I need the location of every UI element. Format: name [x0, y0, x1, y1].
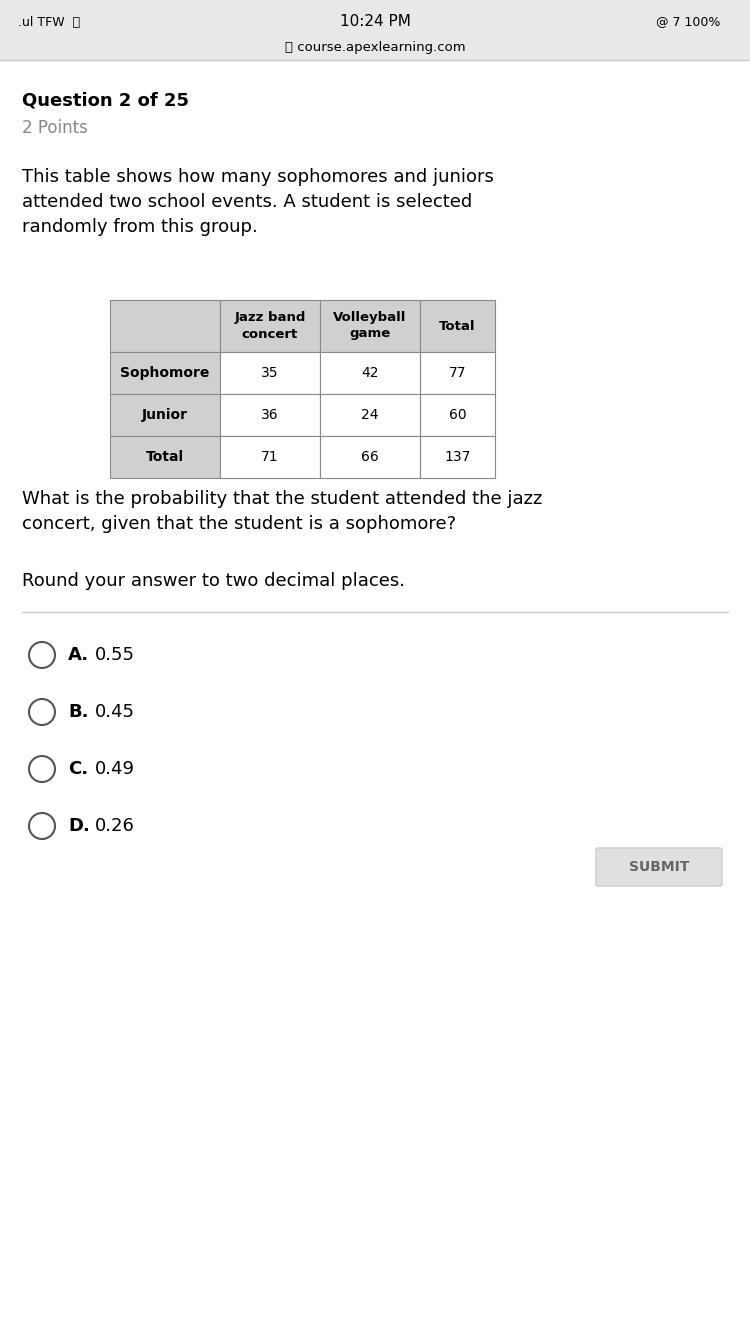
- Text: Junior: Junior: [142, 408, 188, 422]
- Bar: [320, 436, 420, 478]
- Bar: [110, 394, 220, 436]
- Bar: [320, 300, 420, 352]
- Text: 24: 24: [362, 408, 379, 422]
- Text: 0.45: 0.45: [95, 703, 135, 720]
- Text: 77: 77: [448, 366, 466, 380]
- Bar: [220, 352, 320, 394]
- Text: What is the probability that the student attended the jazz
concert, given that t: What is the probability that the student…: [22, 490, 542, 534]
- Text: Round your answer to two decimal places.: Round your answer to two decimal places.: [22, 572, 405, 590]
- FancyBboxPatch shape: [596, 848, 722, 886]
- Text: 36: 36: [261, 408, 279, 422]
- Text: Jazz band
concert: Jazz band concert: [234, 312, 306, 340]
- Text: Total: Total: [440, 320, 476, 332]
- Bar: [110, 352, 220, 394]
- Text: 🔒 course.apexlearning.com: 🔒 course.apexlearning.com: [285, 41, 465, 55]
- Text: Total: Total: [146, 450, 184, 464]
- Text: 60: 60: [448, 408, 466, 422]
- Bar: [110, 300, 220, 352]
- Bar: [0, 0, 750, 60]
- Text: 2 Points: 2 Points: [22, 119, 88, 137]
- Text: 42: 42: [362, 366, 379, 380]
- Text: 0.26: 0.26: [95, 816, 135, 835]
- Bar: [420, 436, 495, 478]
- Text: This table shows how many sophomores and juniors
attended two school events. A s: This table shows how many sophomores and…: [22, 168, 494, 236]
- Bar: [420, 300, 495, 352]
- Bar: [320, 394, 420, 436]
- Text: 35: 35: [261, 366, 279, 380]
- Bar: [220, 394, 320, 436]
- Text: A.: A.: [68, 646, 89, 664]
- Bar: [420, 352, 495, 394]
- Bar: [420, 394, 495, 436]
- Text: 0.55: 0.55: [95, 646, 135, 664]
- Text: 71: 71: [261, 450, 279, 464]
- Text: @ 7 100%: @ 7 100%: [656, 16, 720, 28]
- Text: C.: C.: [68, 760, 88, 778]
- Bar: [220, 300, 320, 352]
- Bar: [110, 436, 220, 478]
- Text: 66: 66: [362, 450, 379, 464]
- Text: 0.49: 0.49: [95, 760, 135, 778]
- Bar: [220, 436, 320, 478]
- Text: D.: D.: [68, 816, 90, 835]
- Text: B.: B.: [68, 703, 88, 720]
- Text: 10:24 PM: 10:24 PM: [340, 15, 410, 29]
- Text: Volleyball
game: Volleyball game: [333, 312, 406, 340]
- Text: SUBMIT: SUBMIT: [628, 860, 689, 874]
- Text: Sophomore: Sophomore: [120, 366, 210, 380]
- Text: .ul TFW  : .ul TFW : [18, 16, 80, 28]
- Bar: [320, 352, 420, 394]
- Text: 137: 137: [444, 450, 471, 464]
- Text: Question 2 of 25: Question 2 of 25: [22, 91, 189, 109]
